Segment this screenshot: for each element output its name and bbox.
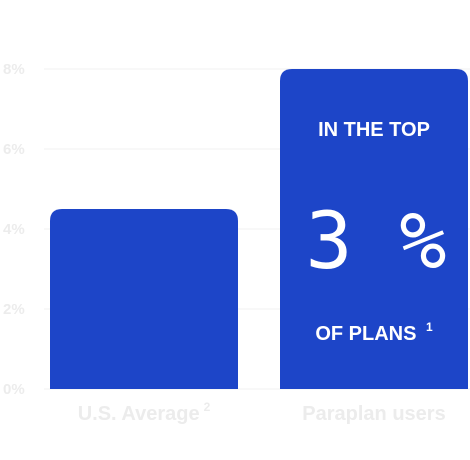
y-axis-ticks: 0% 2% 4% 6% 8% xyxy=(3,61,25,398)
callout-line2-text: OF PLANS xyxy=(315,323,416,345)
y-tick-label: 0% xyxy=(3,381,25,398)
callout-text: IN THE TOP 3 % OF PLANS 1 xyxy=(306,119,447,345)
callout-line2-sup: 1 xyxy=(426,320,433,334)
y-tick-label: 2% xyxy=(3,301,25,318)
x-category-label: Paraplan users xyxy=(302,403,445,425)
y-tick-label: 4% xyxy=(3,221,25,238)
bar xyxy=(50,209,238,389)
x-category-label: U.S. Average 2 xyxy=(78,400,211,425)
x-axis-labels: U.S. Average 2 Paraplan users xyxy=(78,400,446,425)
y-tick-label: 6% xyxy=(3,141,25,158)
bars xyxy=(50,69,468,389)
callout-line2: OF PLANS 1 xyxy=(315,320,433,345)
x-category-text: Paraplan users xyxy=(302,403,445,425)
callout-big-value: 3 % xyxy=(306,197,447,287)
x-category-text: U.S. Average xyxy=(78,403,200,425)
callout-line1: IN THE TOP xyxy=(318,119,430,141)
y-tick-label: 8% xyxy=(3,61,25,78)
bar xyxy=(280,69,468,389)
x-category-sup: 2 xyxy=(204,400,211,414)
